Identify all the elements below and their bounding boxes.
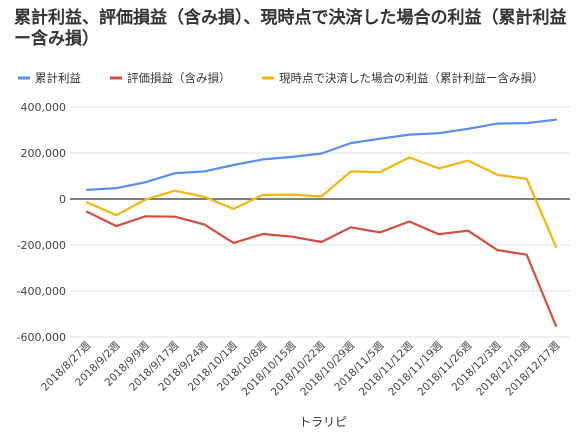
legend-item: 累計利益 bbox=[18, 71, 81, 85]
legend-label: 現時点で決済した場合の利益（累計利益ー含み損） bbox=[279, 71, 544, 85]
y-tick-label: 0 bbox=[59, 193, 66, 206]
x-axis-ticks: 2018/8/27週2018/9/2週2018/9/9週2018/9/17週20… bbox=[39, 339, 562, 398]
legend: 累計利益 評価損益（含み損） 現時点で決済した場合の利益（累計利益ー含み損） bbox=[18, 71, 544, 85]
grid bbox=[70, 106, 570, 338]
x-tick-label: 2018/12/17週 bbox=[503, 339, 562, 398]
legend-item: 現時点で決済した場合の利益（累計利益ー含み損） bbox=[262, 71, 544, 85]
series-line bbox=[85, 156, 558, 248]
y-tick-label: 400,000 bbox=[21, 101, 67, 114]
y-tick-label: 200,000 bbox=[21, 147, 67, 160]
series-line bbox=[85, 210, 558, 328]
y-tick-label: -200,000 bbox=[17, 239, 66, 252]
chart-title: 累計利益、評価損益（含み損）、現時点で決済した場合の利益（累計利益ー含み損） bbox=[14, 8, 567, 49]
legend-label: 累計利益 bbox=[35, 71, 81, 85]
x-tick-label: 2018/8/27週 bbox=[39, 339, 93, 393]
legend-label: 評価損益（含み損） bbox=[127, 71, 231, 85]
y-tick-label: -600,000 bbox=[17, 331, 66, 344]
x-axis-label: トラリピ bbox=[299, 415, 347, 429]
series-line bbox=[85, 118, 558, 191]
legend-item: 評価損益（含み損） bbox=[110, 71, 231, 85]
y-tick-label: -400,000 bbox=[17, 285, 66, 298]
y-axis-ticks: 400,000 200,000 0 -200,000 -400,000 -600,000 bbox=[17, 101, 66, 344]
series bbox=[85, 118, 558, 328]
